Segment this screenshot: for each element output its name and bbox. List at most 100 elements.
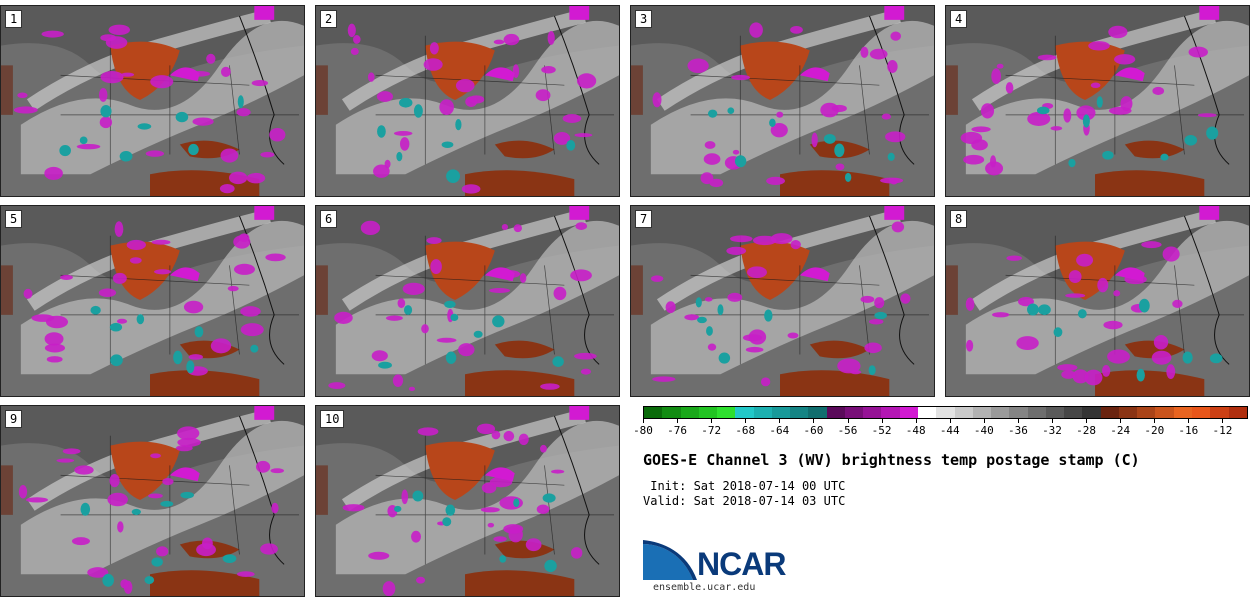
colorbar-swatch xyxy=(1118,407,1138,418)
colorbar-swatch xyxy=(1027,407,1046,418)
colorbar-swatch xyxy=(863,407,882,418)
map-panel-7: 7 xyxy=(630,205,935,397)
panel-label-2: 2 xyxy=(320,10,338,28)
map-panel-10: 10 xyxy=(315,405,620,597)
logo-swoosh-icon xyxy=(643,544,693,580)
map-panel-8: 8 xyxy=(945,205,1250,397)
colorbar xyxy=(643,406,1248,419)
colorbar-swatch xyxy=(954,407,973,418)
colorbar-tick xyxy=(1120,419,1122,423)
colorbar-swatch xyxy=(1064,407,1083,418)
colorbar-swatch xyxy=(790,407,809,418)
map-image-8 xyxy=(946,206,1249,396)
colorbar-tick xyxy=(1086,419,1088,423)
colorbar-swatch xyxy=(644,407,663,418)
colorbar-tick-label: -44 xyxy=(939,424,960,437)
colorbar-swatch xyxy=(1228,407,1247,418)
map-image-10 xyxy=(316,406,619,596)
colorbar-ticks: -80 -76 -72 -68 -64 -60 -56 -52 -48 -44 -40 -36 -32 -… xyxy=(633,419,1248,439)
colorbar-tick xyxy=(1188,419,1190,423)
map-image-1 xyxy=(1,6,304,196)
colorbar-tick-label: -68 xyxy=(735,424,756,437)
colorbar-swatch xyxy=(1137,407,1156,418)
colorbar-tick xyxy=(677,419,679,423)
colorbar-tick xyxy=(881,419,883,423)
ncar-logo-text: NCAR xyxy=(697,546,786,582)
map-panel-9: 9 xyxy=(0,405,305,597)
map-image-9 xyxy=(1,406,304,596)
map-image-4 xyxy=(946,6,1249,196)
colorbar-swatch xyxy=(1191,407,1211,418)
colorbar-tick-label: -28 xyxy=(1076,424,1097,437)
colorbar-tick xyxy=(1017,419,1019,423)
panel-label-9: 9 xyxy=(5,410,23,428)
colorbar-tick xyxy=(745,419,747,423)
colorbar-tick xyxy=(643,419,644,423)
colorbar-swatch xyxy=(1173,407,1192,418)
colorbar-swatch xyxy=(991,407,1010,418)
colorbar-swatch xyxy=(1045,407,1065,418)
colorbar-swatch xyxy=(680,407,699,418)
colorbar-tick xyxy=(813,419,815,423)
map-image-2 xyxy=(316,6,619,196)
colorbar-tick-label: -60 xyxy=(803,424,824,437)
map-panel-4: 4 xyxy=(945,5,1250,197)
map-panel-2: 2 xyxy=(315,5,620,197)
colorbar-tick-label: -48 xyxy=(905,424,926,437)
colorbar-tick xyxy=(847,419,849,423)
map-panel-1: 1 xyxy=(0,5,305,197)
panel-label-1: 1 xyxy=(5,10,23,28)
colorbar-tick-label: -36 xyxy=(1007,424,1028,437)
colorbar-swatch xyxy=(1210,407,1229,418)
colorbar-swatch xyxy=(917,407,937,418)
colorbar-tick-label: -32 xyxy=(1042,424,1062,437)
colorbar-swatch xyxy=(753,407,772,418)
map-panel-3: 3 xyxy=(630,5,935,197)
map-image-3 xyxy=(631,6,934,196)
colorbar-tick-label: -76 xyxy=(667,424,688,437)
colorbar-tick-label: -16 xyxy=(1178,424,1199,437)
colorbar-tick xyxy=(1052,419,1053,423)
panel-label-4: 4 xyxy=(950,10,968,28)
colorbar-tick-label: -80 xyxy=(633,424,653,437)
colorbar-tick xyxy=(949,419,951,423)
colorbar-swatch xyxy=(1009,407,1028,418)
colorbar-swatch xyxy=(808,407,827,418)
colorbar-swatch xyxy=(717,407,736,418)
colorbar-swatch xyxy=(972,407,992,418)
colorbar-swatch xyxy=(1100,407,1119,418)
plot-title: GOES-E Channel 3 (WV) brightness temp po… xyxy=(643,451,1140,469)
map-image-7 xyxy=(631,206,934,396)
map-image-6 xyxy=(316,206,619,396)
valid-time: Valid: Sat 2018-07-14 03 UTC xyxy=(643,494,846,508)
init-time: Init: Sat 2018-07-14 00 UTC xyxy=(643,479,846,493)
colorbar-swatch xyxy=(771,407,791,418)
colorbar-tick-label: -40 xyxy=(973,424,994,437)
ncar-logo xyxy=(643,540,697,580)
colorbar-swatch xyxy=(1082,407,1101,418)
map-panel-5: 5 xyxy=(0,205,305,397)
colorbar-tick xyxy=(779,419,781,423)
colorbar-tick-label: -24 xyxy=(1110,424,1131,437)
map-panel-6: 6 xyxy=(315,205,620,397)
map-image-5 xyxy=(1,206,304,396)
colorbar-tick xyxy=(1222,419,1224,423)
website-url: ensemble.ucar.edu xyxy=(653,582,756,593)
panel-label-7: 7 xyxy=(635,210,653,228)
colorbar-swatch xyxy=(844,407,864,418)
colorbar-swatch xyxy=(698,407,718,418)
panel-label-6: 6 xyxy=(320,210,338,228)
colorbar-swatch xyxy=(662,407,681,418)
panel-label-8: 8 xyxy=(950,210,968,228)
colorbar-tick xyxy=(915,419,917,423)
colorbar-swatch xyxy=(881,407,900,418)
panel-label-3: 3 xyxy=(635,10,653,28)
colorbar-swatch xyxy=(936,407,955,418)
colorbar-swatch xyxy=(735,407,754,418)
colorbar-tick-label: -64 xyxy=(769,424,790,437)
colorbar-tick xyxy=(1154,419,1156,423)
colorbar-swatch xyxy=(826,407,845,418)
colorbar-tick xyxy=(711,419,713,423)
colorbar-swatch xyxy=(899,407,918,418)
colorbar-tick-label: -56 xyxy=(837,424,858,437)
